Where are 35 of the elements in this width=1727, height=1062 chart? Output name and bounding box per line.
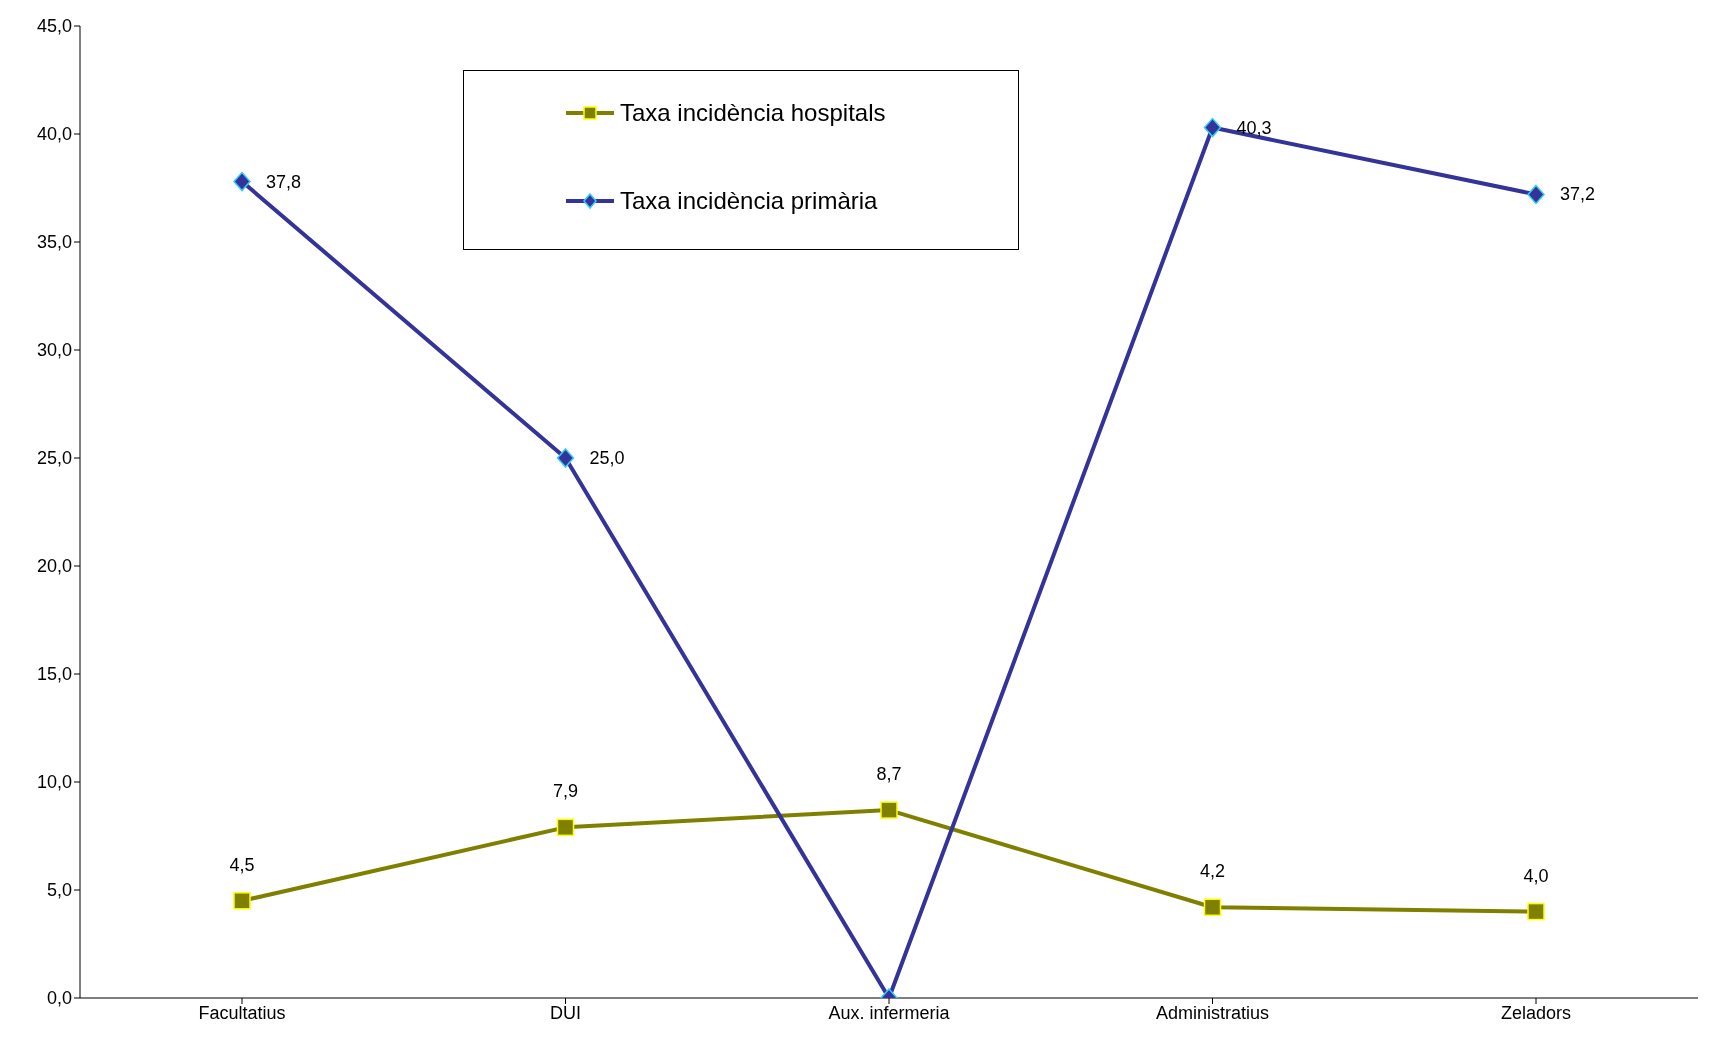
point — [880, 801, 898, 819]
y-tick-label: 15,0 — [36, 664, 72, 685]
x-tick-label: Facultatius — [198, 1002, 286, 1023]
point — [556, 448, 575, 468]
data-label: 25,0 — [589, 448, 625, 468]
x-tick-label: Administratius — [1155, 1002, 1270, 1023]
data-label: 4,2 — [1199, 861, 1226, 882]
data-label: 7,9 — [552, 781, 579, 802]
y-tick-label: 30,0 — [36, 340, 72, 361]
data-label: 8,7 — [876, 764, 902, 785]
x-tick-label: Zeladors — [1500, 1002, 1572, 1023]
x-tick-label: DUI — [550, 1002, 581, 1023]
x-tick-label: Aux. infermeria — [828, 1002, 951, 1023]
legend-label: Taxa incidència primària — [620, 187, 878, 215]
data-label: 37,8 — [266, 171, 302, 192]
point — [1203, 898, 1222, 917]
y-tick-label: 40,0 — [36, 124, 72, 145]
data-label: 40,3 — [1236, 117, 1272, 138]
data-label: 4,5 — [229, 854, 255, 875]
legend-label: Taxa incidència hospitals — [620, 99, 886, 127]
point — [556, 818, 575, 837]
point — [1203, 117, 1222, 138]
y-tick-label: 35,0 — [36, 232, 72, 253]
point — [233, 892, 251, 910]
point — [233, 171, 251, 192]
y-tick-label: 25,0 — [36, 448, 72, 469]
point — [1527, 902, 1545, 921]
data-label: 4,0 — [1523, 865, 1549, 886]
data-label: 37,2 — [1560, 184, 1596, 205]
point — [1527, 184, 1545, 205]
y-tick-label: 20,0 — [36, 556, 72, 577]
y-tick-label: 5,0 — [46, 880, 72, 901]
y-tick-label: 10,0 — [36, 772, 72, 793]
y-tick-label: 45,0 — [36, 16, 72, 37]
y-tick-label: 0,0 — [46, 988, 72, 1009]
